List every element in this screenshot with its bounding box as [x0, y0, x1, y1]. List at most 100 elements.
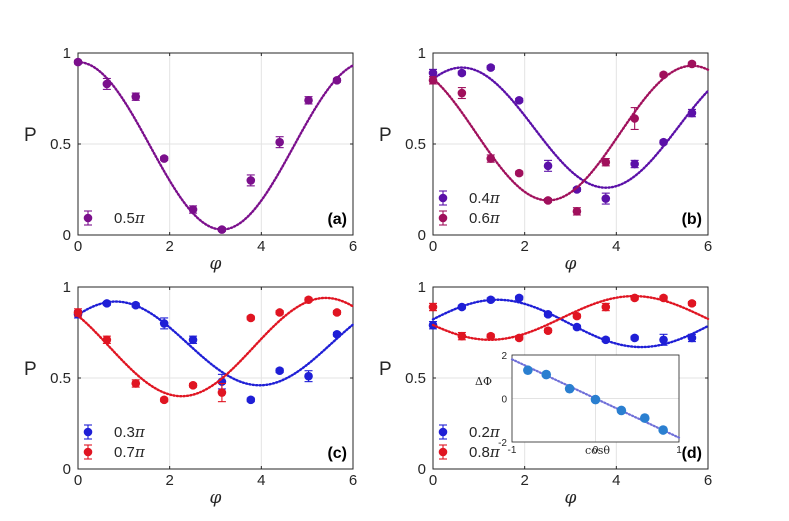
y-tick-label: 0: [418, 461, 426, 478]
y-tick-label: 0.5: [405, 370, 426, 387]
data-point: [131, 379, 141, 388]
panel-label: (d): [682, 445, 702, 462]
data-point: [543, 161, 553, 171]
x-axis-label: φ: [565, 254, 577, 274]
y-axis-label: P: [379, 125, 392, 146]
data-point: [687, 59, 697, 69]
x-tick-label: 4: [612, 472, 620, 489]
data-point: [543, 310, 553, 319]
x-tick-label: 0: [429, 472, 437, 489]
inset-x-tick-label: 1: [676, 445, 682, 456]
y-tick-label: 0: [418, 227, 426, 244]
legend-entry-0.4: 0.4π: [438, 189, 501, 207]
x-tick-label: 2: [520, 472, 528, 489]
data-point: [486, 331, 496, 341]
data-point: [630, 159, 639, 169]
data-point: [572, 322, 582, 332]
data-point: [514, 168, 524, 178]
data-point: [188, 380, 198, 390]
x-axis-label: φ: [210, 488, 222, 508]
data-point: [572, 311, 582, 321]
inset-data-point: [658, 425, 668, 435]
data-point: [188, 335, 198, 345]
series-0.6: [428, 59, 710, 216]
data-point: [486, 295, 496, 305]
y-tick-label: 1: [63, 279, 71, 296]
data-point: [687, 108, 697, 118]
y-tick-label: 0.5: [405, 136, 426, 153]
axes-frame: [77, 286, 354, 470]
legend-label: 0.8π: [469, 443, 501, 461]
data-point: [73, 57, 83, 67]
legend-label: 0.5π: [114, 209, 146, 227]
series-0.5: [73, 57, 355, 234]
series-0.4: [428, 63, 710, 205]
x-tick-label: 2: [165, 472, 173, 489]
data-point: [275, 308, 284, 317]
legend-entry-0.3: 0.3π: [83, 423, 146, 441]
inset-y-tick-label: -2: [498, 438, 507, 449]
inset-y-axis-label: ΔΦ: [475, 375, 492, 388]
data-point: [159, 395, 169, 405]
legend-entry-0.7: 0.7π: [83, 443, 146, 461]
panel-c: 0 2 4 6 0 0.5 1 φ P 0.3π 0.7π (c): [24, 279, 357, 508]
data-point: [457, 88, 467, 98]
fit-curve: [76, 60, 355, 231]
data-point: [659, 335, 668, 345]
data-point: [543, 196, 553, 205]
legend-marker: [83, 213, 93, 223]
data-point: [659, 70, 668, 80]
data-point: [687, 299, 697, 308]
data-point: [304, 96, 313, 105]
legend-label: 0.3π: [114, 423, 146, 441]
fit-curve: [431, 64, 710, 202]
data-point: [246, 176, 256, 185]
data-point: [457, 68, 467, 78]
y-tick-label: 0: [63, 227, 71, 244]
data-point: [131, 92, 141, 101]
data-point: [572, 185, 582, 194]
data-point: [630, 114, 639, 123]
data-point: [332, 308, 342, 317]
x-tick-label: 6: [704, 472, 712, 489]
data-point: [514, 333, 524, 343]
inset-data-point: [523, 365, 533, 376]
legend-entry-0.6: 0.6π: [438, 209, 501, 227]
y-axis-label: P: [379, 359, 392, 380]
x-tick-label: 4: [612, 238, 620, 255]
legend-marker: [438, 447, 448, 457]
data-point: [486, 63, 496, 72]
data-point: [332, 76, 342, 85]
x-tick-label: 4: [257, 238, 265, 255]
x-tick-label: 2: [165, 238, 173, 255]
data-point: [428, 68, 438, 78]
data-point: [332, 330, 342, 339]
x-tick-label: 6: [349, 472, 357, 489]
inset-y-tick-label: 0: [501, 395, 507, 406]
data-point: [659, 293, 668, 303]
panel-label: (c): [327, 445, 347, 462]
inset-data-point: [616, 405, 627, 416]
data-point: [572, 207, 582, 216]
y-tick-label: 0.5: [50, 136, 71, 153]
inset-data-point: [639, 413, 650, 423]
panel-b: 0 2 4 6 0 0.5 1 φ P 0.4π 0.6π (b): [379, 45, 712, 274]
data-point: [514, 96, 524, 105]
legend-label: 0.2π: [469, 423, 501, 441]
y-tick-label: 0: [63, 461, 71, 478]
legend-entry-0.5: 0.5π: [83, 209, 146, 227]
inset-x-axis-label: cosθ: [585, 444, 610, 457]
series-0.7: [73, 295, 355, 405]
legend-entry-0.8: 0.8π: [438, 443, 501, 461]
data-point: [131, 300, 141, 310]
x-tick-label: 6: [704, 238, 712, 255]
inset-data-point: [590, 394, 601, 405]
legend-label: 0.7π: [114, 443, 146, 461]
x-tick-label: 6: [349, 238, 357, 255]
inset-chart: -1 0 1 -2 0 2 cosθ ΔΦ: [475, 351, 682, 457]
series-0.8: [428, 293, 710, 343]
data-point: [159, 319, 169, 328]
data-point: [102, 335, 112, 345]
legend-marker: [438, 193, 448, 203]
